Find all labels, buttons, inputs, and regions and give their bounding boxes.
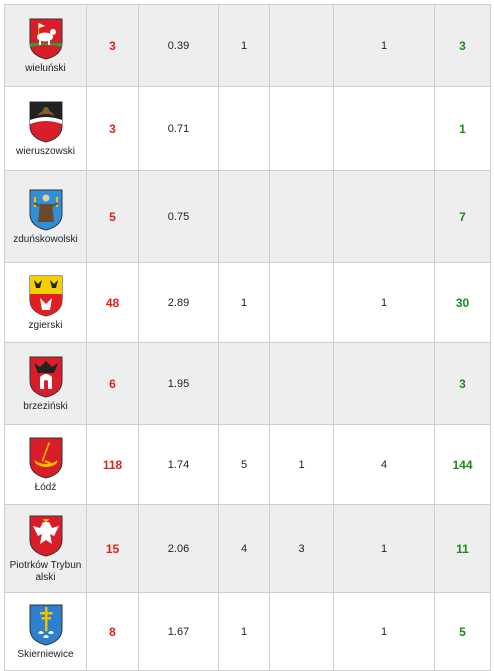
table-row: wieluński 3 0.39 1 1 3 xyxy=(4,4,491,87)
county-name: zgierski xyxy=(28,319,63,331)
value-b: 0.71 xyxy=(138,86,219,171)
zgierz-crest-icon xyxy=(29,275,62,317)
value-d xyxy=(269,342,334,425)
county-name: brzeziński xyxy=(23,400,68,412)
county-cell: brzeziński xyxy=(4,342,87,425)
county-cell: Skierniewice xyxy=(4,592,87,671)
county-name: wieruszowski xyxy=(16,145,75,157)
value-c: 5 xyxy=(218,424,270,505)
table-row: wieruszowski 3 0.71 1 xyxy=(4,86,491,171)
value-f: 7 xyxy=(434,170,491,263)
table-row: Łódź 118 1.74 5 1 4 144 xyxy=(4,424,491,505)
value-e xyxy=(333,86,435,171)
value-d: 1 xyxy=(269,424,334,505)
value-a: 8 xyxy=(86,592,139,671)
skierniewice-crest-icon xyxy=(29,604,62,646)
county-cell: wieruszowski xyxy=(4,86,87,171)
value-a: 118 xyxy=(86,424,139,505)
value-d xyxy=(269,262,334,343)
table-row: Piotrków Trybunalski 15 2.06 4 3 1 11 xyxy=(4,504,491,593)
county-cell: wieluński xyxy=(4,4,87,87)
value-e: 4 xyxy=(333,424,435,505)
value-b: 1.95 xyxy=(138,342,219,425)
value-a: 48 xyxy=(86,262,139,343)
value-f: 1 xyxy=(434,86,491,171)
value-c: 1 xyxy=(218,262,270,343)
table-row: zduńskowolski 5 0.75 7 xyxy=(4,170,491,263)
value-c xyxy=(218,170,270,263)
value-f: 5 xyxy=(434,592,491,671)
zdunska-wola-crest-icon xyxy=(29,189,62,231)
value-b: 1.67 xyxy=(138,592,219,671)
value-d xyxy=(269,86,334,171)
county-name: Skierniewice xyxy=(17,648,74,660)
value-e: 1 xyxy=(333,592,435,671)
value-f: 144 xyxy=(434,424,491,505)
table-row: zgierski 48 2.89 1 1 30 xyxy=(4,262,491,343)
value-e: 1 xyxy=(333,504,435,593)
value-a: 15 xyxy=(86,504,139,593)
piotrkow-crest-icon xyxy=(29,515,62,557)
value-e xyxy=(333,170,435,263)
value-a: 3 xyxy=(86,4,139,87)
value-c xyxy=(218,342,270,425)
value-b: 2.89 xyxy=(138,262,219,343)
value-d xyxy=(269,4,334,87)
value-d: 3 xyxy=(269,504,334,593)
county-cell: zduńskowolski xyxy=(4,170,87,263)
county-cell: zgierski xyxy=(4,262,87,343)
value-f: 3 xyxy=(434,4,491,87)
value-a: 3 xyxy=(86,86,139,171)
value-e xyxy=(333,342,435,425)
table-row: brzeziński 6 1.95 3 xyxy=(4,342,491,425)
wielun-crest-icon xyxy=(29,18,62,60)
lodz-crest-icon xyxy=(29,437,62,479)
value-c xyxy=(218,86,270,171)
value-c: 1 xyxy=(218,4,270,87)
county-name: wieluński xyxy=(25,62,66,74)
county-name: zduńskowolski xyxy=(13,233,78,245)
county-cell: Piotrków Trybunalski xyxy=(4,504,87,593)
value-b: 0.39 xyxy=(138,4,219,87)
value-d xyxy=(269,170,334,263)
value-f: 11 xyxy=(434,504,491,593)
value-e: 1 xyxy=(333,4,435,87)
value-a: 6 xyxy=(86,342,139,425)
value-e: 1 xyxy=(333,262,435,343)
value-a: 5 xyxy=(86,170,139,263)
wieruszow-crest-icon xyxy=(29,101,62,143)
county-name: Piotrków Trybunalski xyxy=(9,559,82,583)
county-statistics-table: wieluński 3 0.39 1 1 3 wieruszowski 3 xyxy=(4,4,491,671)
value-b: 2.06 xyxy=(138,504,219,593)
value-c: 4 xyxy=(218,504,270,593)
value-b: 1.74 xyxy=(138,424,219,505)
value-b: 0.75 xyxy=(138,170,219,263)
value-f: 3 xyxy=(434,342,491,425)
brzeziny-crest-icon xyxy=(29,356,62,398)
value-c: 1 xyxy=(218,592,270,671)
value-f: 30 xyxy=(434,262,491,343)
value-d xyxy=(269,592,334,671)
table-row: Skierniewice 8 1.67 1 1 5 xyxy=(4,592,491,671)
county-name: Łódź xyxy=(34,481,57,493)
county-cell: Łódź xyxy=(4,424,87,505)
